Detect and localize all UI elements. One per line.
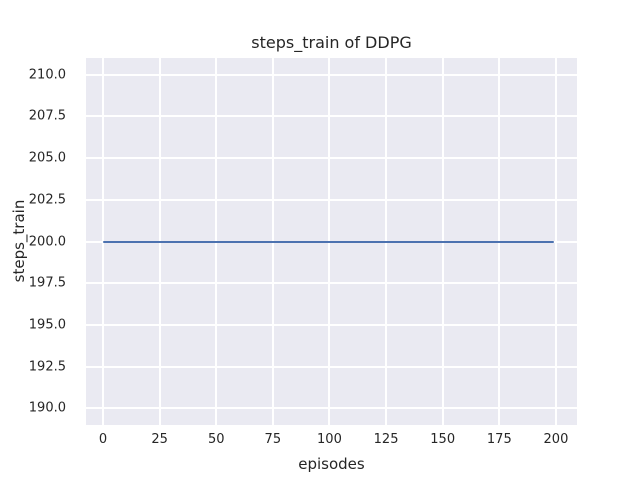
y-tick-label: 202.5 [28,192,66,208]
y-tick-label: 190.0 [28,400,66,416]
y-tick-label: 207.5 [28,108,66,124]
gridline-horizontal [86,323,577,326]
gridline-horizontal [86,73,577,76]
gridline-horizontal [86,157,577,160]
y-tick-label: 195.0 [28,317,66,333]
x-tick-label: 175 [486,432,512,447]
data-line-steps_train [102,240,554,243]
y-tick-label: 197.5 [28,275,66,291]
x-tick-label: 125 [373,432,399,447]
plot-area [86,58,577,425]
x-tick-label: 75 [264,432,282,447]
x-tick-label: 200 [543,432,569,447]
y-axis-label: steps_train [10,199,28,283]
x-tick-label: 50 [207,432,225,447]
x-tick-label: 0 [98,432,108,447]
y-tick-label: 192.5 [28,359,66,375]
x-tick-label: 150 [430,432,456,447]
chart-title: steps_train of DDPG [251,33,412,52]
x-axis-label: episodes [298,455,365,473]
gridline-horizontal [86,407,577,410]
x-tick-label: 100 [317,432,342,447]
y-tick-label: 205.0 [28,150,66,166]
x-tick-label: 25 [151,432,168,447]
gridline-horizontal [86,365,577,368]
gridline-horizontal [86,115,577,118]
y-tick-label: 200.0 [28,234,66,249]
gridline-horizontal [86,282,577,285]
gridline-horizontal [86,198,577,201]
y-tick-label: 210.0 [28,67,66,83]
